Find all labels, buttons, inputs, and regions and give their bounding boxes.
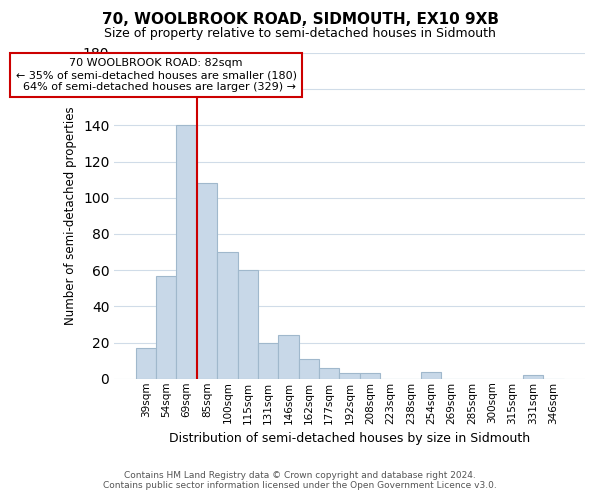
Bar xyxy=(523,375,543,379)
Bar xyxy=(258,342,278,379)
Bar xyxy=(299,359,319,379)
Bar xyxy=(197,184,217,379)
Bar xyxy=(176,126,197,379)
Text: Contains public sector information licensed under the Open Government Licence v3: Contains public sector information licen… xyxy=(103,481,497,490)
Bar xyxy=(238,270,258,379)
Text: Size of property relative to semi-detached houses in Sidmouth: Size of property relative to semi-detach… xyxy=(104,28,496,40)
X-axis label: Distribution of semi-detached houses by size in Sidmouth: Distribution of semi-detached houses by … xyxy=(169,432,530,445)
Bar xyxy=(319,368,340,379)
Text: 70 WOOLBROOK ROAD: 82sqm
← 35% of semi-detached houses are smaller (180)
  64% o: 70 WOOLBROOK ROAD: 82sqm ← 35% of semi-d… xyxy=(16,58,296,92)
Bar xyxy=(217,252,238,379)
Y-axis label: Number of semi-detached properties: Number of semi-detached properties xyxy=(64,106,77,325)
Text: 70, WOOLBROOK ROAD, SIDMOUTH, EX10 9XB: 70, WOOLBROOK ROAD, SIDMOUTH, EX10 9XB xyxy=(101,12,499,28)
Bar xyxy=(421,372,442,379)
Bar xyxy=(136,348,156,379)
Bar xyxy=(340,374,360,379)
Bar xyxy=(278,336,299,379)
Bar xyxy=(360,374,380,379)
Text: Contains HM Land Registry data © Crown copyright and database right 2024.: Contains HM Land Registry data © Crown c… xyxy=(124,471,476,480)
Bar xyxy=(156,276,176,379)
